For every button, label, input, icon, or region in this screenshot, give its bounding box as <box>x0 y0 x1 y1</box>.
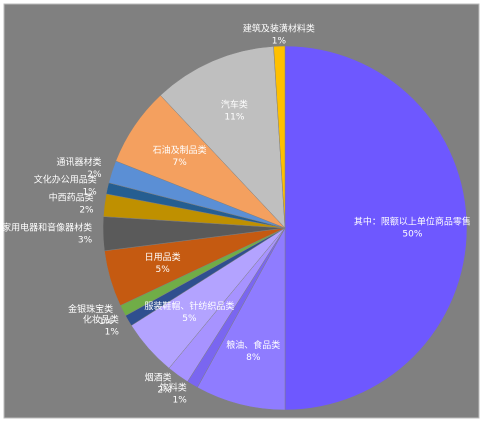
slice-value-label: 5% <box>182 314 197 324</box>
slice-label: 其中：限额以上单位商品零售 <box>354 216 471 228</box>
slice-label: 金银珠宝类 <box>68 303 113 315</box>
slice-label: 饮料类 <box>160 382 187 394</box>
slice-label: 家用电器和音像器材类 <box>2 222 92 234</box>
slice-value-label: 7% <box>172 158 187 168</box>
slice-value-label: 2% <box>157 386 172 396</box>
slice-value-label: 3% <box>78 236 93 246</box>
slice-label: 汽车类 <box>221 99 248 111</box>
pie-slice <box>196 227 286 411</box>
slice-label: 粮油、食品类 <box>226 339 280 351</box>
slice-label: 化妆品类 <box>83 314 119 326</box>
slice-value-label: 1% <box>82 187 97 197</box>
slice-label: 石油及制品类 <box>153 144 207 156</box>
slice-value-label: 2% <box>87 170 102 180</box>
slice-label: 烟酒类 <box>145 372 172 384</box>
slice-value-label: 1% <box>105 328 120 338</box>
slice-label: 通讯器材类 <box>57 156 102 168</box>
slice-value-label: 50% <box>402 230 422 240</box>
slice-label: 日用品类 <box>145 251 181 263</box>
slice-value-label: 11% <box>224 113 244 123</box>
slice-label: 服装鞋帽、针纺织品类 <box>144 300 234 312</box>
slice-value-label: 1% <box>173 396 188 406</box>
slice-value-label: 8% <box>246 353 261 363</box>
slice-label: 中西药品类 <box>49 191 94 203</box>
pie-slice <box>160 46 286 229</box>
slice-value-label: 1% <box>99 317 114 327</box>
slice-value-label: 2% <box>79 205 94 215</box>
pie-slice <box>273 45 286 229</box>
pie-slice <box>284 45 468 411</box>
slice-value-label: 5% <box>156 265 171 275</box>
slice-value-label: 1% <box>272 37 287 47</box>
slice-label: 文化办公用品类 <box>34 173 97 185</box>
slice-label: 建筑及装潢材料类 <box>243 23 315 35</box>
